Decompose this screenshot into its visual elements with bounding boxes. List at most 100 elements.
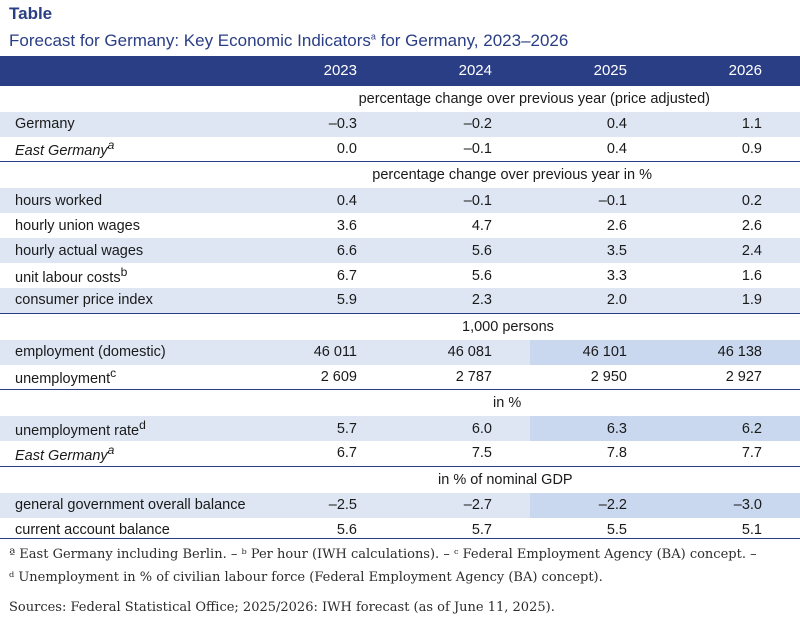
value-cell-2025: –2.2 [530,492,665,518]
table-row: general government overall balance –2.5 –2… [0,492,800,518]
unit-row: in % [0,389,800,416]
table-row: unemploymentc 2 609 2 787 2 950 2 927 [0,364,800,390]
value-cell-2023: 6.7 [260,441,395,466]
row-label: hourly union wages [0,213,260,238]
value-cell-2025: 2.0 [530,288,665,313]
row-label-text: employment (domestic) [15,344,166,360]
table-row: hourly union wages 3.6 4.7 2.6 2.6 [0,213,800,238]
table-row: hourly actual wages 6.6 5.6 3.5 2.4 [0,238,800,263]
sources-note: Sources: Federal Statistical Office; 202… [9,600,555,615]
row-footnote-mark: a [107,442,115,457]
value-cell-2026: 1.1 [665,111,800,137]
table-row: East Germanya 6.7 7.5 7.8 7.7 [0,441,800,466]
value-cell-2026: 7.7 [665,441,800,466]
header-year-2023: 2023 [323,61,357,79]
row-label-text: hourly actual wages [15,242,144,259]
row-footnote-mark: b [120,265,128,280]
table-row: hours worked 0.4 –0.1 –0.1 0.2 [0,188,800,213]
row-label-text: unit labour costs [15,269,121,286]
figure-title: Forecast for Germany: Key Economic Indic… [9,31,568,51]
row-label-text: hours worked [15,192,103,209]
value-cell-2026: 6.2 [665,416,800,441]
value-cell-2026: 1.6 [665,263,800,288]
title-suffix: for Germany, 2023–2026 [375,31,569,50]
value-cell-2024: 46 081 [395,339,530,365]
value-cell-2023: 5.9 [260,288,395,313]
unit-label: in % of nominal GDP [0,465,800,493]
unit-row: in % of nominal GDP [0,465,800,493]
indicator-table: 2023 2024 2025 2026 percentage change ov… [0,56,800,543]
row-label: unit labour costsb [0,263,260,288]
row-label: East Germanya [0,441,260,466]
table-row: unit labour costsb 6.7 5.6 3.3 1.6 [0,263,800,288]
value-cell-2023: 3.6 [260,213,395,238]
value-cell-2024: –2.7 [395,492,530,518]
row-footnote-mark: d [139,418,146,433]
footnote-line-2: ᵈ Unemployment in % of civilian labour f… [9,570,603,585]
table-row: unemployment rated 5.7 6.0 6.3 6.2 [0,416,800,441]
row-label: unemploymentc [0,364,260,390]
table-row: Germany –0.3 –0.2 0.4 1.1 [0,111,800,137]
value-cell-2023: 2 609 [260,364,395,390]
value-cell-2024: 4.7 [395,213,530,238]
value-cell-2024: –0.1 [395,188,530,213]
value-cell-2024: 5.6 [395,238,530,263]
row-label-text: unemployment [15,371,111,388]
value-cell-2023: 5.7 [260,416,395,441]
figure-kicker: Table [9,4,53,23]
value-cell-2024: 2.3 [395,288,530,313]
table-bottom-rule [0,538,800,539]
row-label: unemployment rated [0,416,260,441]
unit-label: percentage change over previous year (pr… [0,84,800,112]
header-year-2026: 2026 [728,61,762,79]
value-cell-2026: 1.9 [665,288,800,313]
value-cell-2026: 2 927 [665,364,800,390]
row-label-text: Germany [15,116,75,132]
title-footnote-mark: a [370,31,376,42]
footnote-line-1: ª East Germany including Berlin. – ᵇ Per… [9,547,757,562]
value-cell-2023: 6.7 [260,263,395,288]
value-cell-2026: 46 138 [665,339,800,365]
value-cell-2025: 3.5 [530,238,665,263]
value-cell-2026: 2.4 [665,238,800,263]
unit-row: percentage change over previous year in … [0,161,800,188]
value-cell-2024: –0.1 [395,136,530,162]
value-cell-2025: 7.8 [530,441,665,466]
value-cell-2025: 2 950 [530,364,665,390]
value-cell-2023: –0.3 [260,111,395,137]
row-label: East Germanya [0,136,260,162]
unit-row: percentage change over previous year (pr… [0,84,800,112]
title-main: Forecast for Germany: Key Economic Indic… [9,31,371,50]
table-body: percentage change over previous year (pr… [0,84,800,543]
value-cell-2025: –0.1 [530,188,665,213]
unit-row: 1,000 persons [0,312,800,340]
value-cell-2024: –0.2 [395,111,530,137]
row-label: Germany [0,111,260,137]
value-cell-2025: 0.4 [530,136,665,162]
row-label-text: East Germany [15,143,108,160]
table-row: employment (domestic) 46 011 46 081 46 101 4… [0,339,800,365]
value-cell-2026: –3.0 [665,492,800,518]
value-cell-2024: 7.5 [395,441,530,466]
row-label: hours worked [0,188,260,213]
row-footnote-mark: c [110,366,117,381]
value-cell-2023: 46 011 [260,339,395,365]
row-label: consumer price index [0,288,260,313]
row-label-text: unemployment rate [15,422,140,439]
header-label [0,56,260,85]
row-label-text: general government overall balance [15,497,246,513]
value-cell-2025: 2.6 [530,213,665,238]
value-cell-2025: 6.3 [530,416,665,441]
header-year-2025: 2025 [593,61,627,79]
row-label: employment (domestic) [0,339,260,365]
value-cell-2024: 2 787 [395,364,530,390]
header-row: 2023 2024 2025 2026 [0,56,800,85]
unit-label: in % [0,389,800,416]
value-cell-2023: 0.4 [260,188,395,213]
unit-label: 1,000 persons [0,312,800,340]
value-cell-2025: 46 101 [530,339,665,365]
value-cell-2023: –2.5 [260,492,395,518]
table-row: consumer price index 5.9 2.3 2.0 1.9 [0,288,800,313]
row-label-text: East Germany [15,447,108,464]
